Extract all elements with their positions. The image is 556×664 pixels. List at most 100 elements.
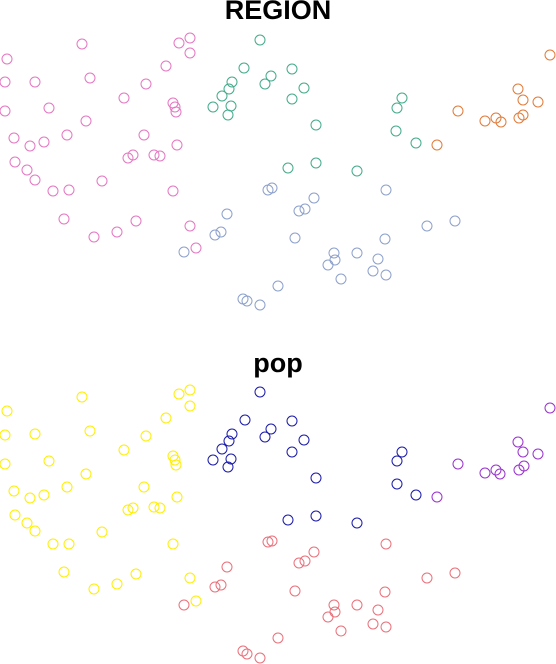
scatter-point [286, 446, 298, 458]
scatter-point [490, 464, 502, 476]
scatter-point [517, 446, 529, 458]
scatter-point [410, 489, 422, 501]
scatter-point [293, 205, 305, 217]
scatter-point [215, 226, 227, 238]
scatter-point [221, 561, 233, 573]
scatter-point [266, 535, 278, 547]
scatter-point [122, 504, 134, 516]
scatter-point [222, 461, 234, 473]
scatter-point [171, 491, 183, 503]
scatter-point [84, 72, 96, 84]
scatter-point [61, 481, 73, 493]
scatter-point [0, 105, 11, 117]
scatter-point [21, 164, 33, 176]
scatter-point [449, 215, 461, 227]
scatter-point [335, 273, 347, 285]
scatter-point [190, 242, 202, 254]
scatter-point [379, 586, 391, 598]
scatter-point [76, 38, 88, 50]
chart-title-pop: pop [253, 348, 303, 378]
scatter-point [96, 526, 108, 538]
scatter-point [367, 265, 379, 277]
scatter-point [495, 116, 507, 128]
scatter-point [29, 525, 41, 537]
scatter-point [9, 509, 21, 521]
scatter-point [329, 254, 341, 266]
scatter-point [298, 82, 310, 94]
scatter-point [517, 94, 529, 106]
scatter-point [43, 102, 55, 114]
scatter-point [96, 175, 108, 187]
scatter-point [215, 579, 227, 591]
scatter-point [513, 464, 525, 476]
scatter-point [226, 428, 238, 440]
scatter-point [140, 78, 152, 90]
scatter-point [254, 652, 266, 664]
scatter-point [308, 546, 320, 558]
scatter-point [396, 446, 408, 458]
scatter-point [122, 152, 134, 164]
scatter-point [265, 423, 277, 435]
scatter-point [170, 106, 182, 118]
scatter-point [241, 295, 253, 307]
scatter-point [207, 454, 219, 466]
scatter-point [262, 536, 274, 548]
scatter-point [351, 599, 363, 611]
scatter-point [282, 162, 294, 174]
panel-region [0, 32, 556, 311]
scatter-point [154, 502, 166, 514]
scatter-point [1, 405, 13, 417]
scatter-point [308, 192, 320, 204]
scatter-point [167, 538, 179, 550]
scatter-point [226, 76, 238, 88]
scatter-point [372, 604, 384, 616]
scatter-point [47, 538, 59, 550]
scatter-point [21, 517, 33, 529]
scatter-point [24, 492, 36, 504]
scatter-point [328, 247, 340, 259]
scatter-point [479, 115, 491, 127]
scatter-point [184, 47, 196, 59]
scatter-point [449, 567, 461, 579]
scatter-point [173, 37, 185, 49]
scatter-point [130, 215, 142, 227]
scatter-point [282, 514, 294, 526]
scatter-point [24, 140, 36, 152]
scatter-point [167, 97, 179, 109]
scatter-point [254, 386, 266, 398]
scatter-point [223, 83, 235, 95]
scatter-point [241, 648, 253, 660]
scatter-point [8, 132, 20, 144]
scatter-point [452, 105, 464, 117]
scatter-point [310, 119, 322, 131]
scatter-point [209, 229, 221, 241]
scatter-point [160, 60, 172, 72]
scatter-point [421, 572, 433, 584]
scatter-point [148, 149, 160, 161]
scatter-point [43, 455, 55, 467]
scatter-point [130, 568, 142, 580]
scatter-point [379, 233, 391, 245]
scatter-point [391, 102, 403, 114]
scatter-point [431, 491, 443, 503]
scatter-point [8, 485, 20, 497]
scatter-point [118, 92, 130, 104]
scatter-point [254, 299, 266, 311]
scatter-point [390, 125, 402, 137]
scatter-point [512, 436, 524, 448]
scatter-point [148, 501, 160, 513]
scatter-point [272, 632, 284, 644]
scatter-point [239, 414, 251, 426]
scatter-point [513, 112, 525, 124]
scatter-point [272, 280, 284, 292]
scatter-point [372, 253, 384, 265]
scatter-point [61, 129, 73, 141]
scatter-point [9, 156, 21, 168]
scatter-point [63, 538, 75, 550]
scatter-point [1, 53, 13, 65]
scatter-point [380, 184, 392, 196]
scatter-point [265, 70, 277, 82]
scatter-point [170, 459, 182, 471]
scatter-point [532, 96, 544, 108]
panel-pop [0, 384, 556, 664]
